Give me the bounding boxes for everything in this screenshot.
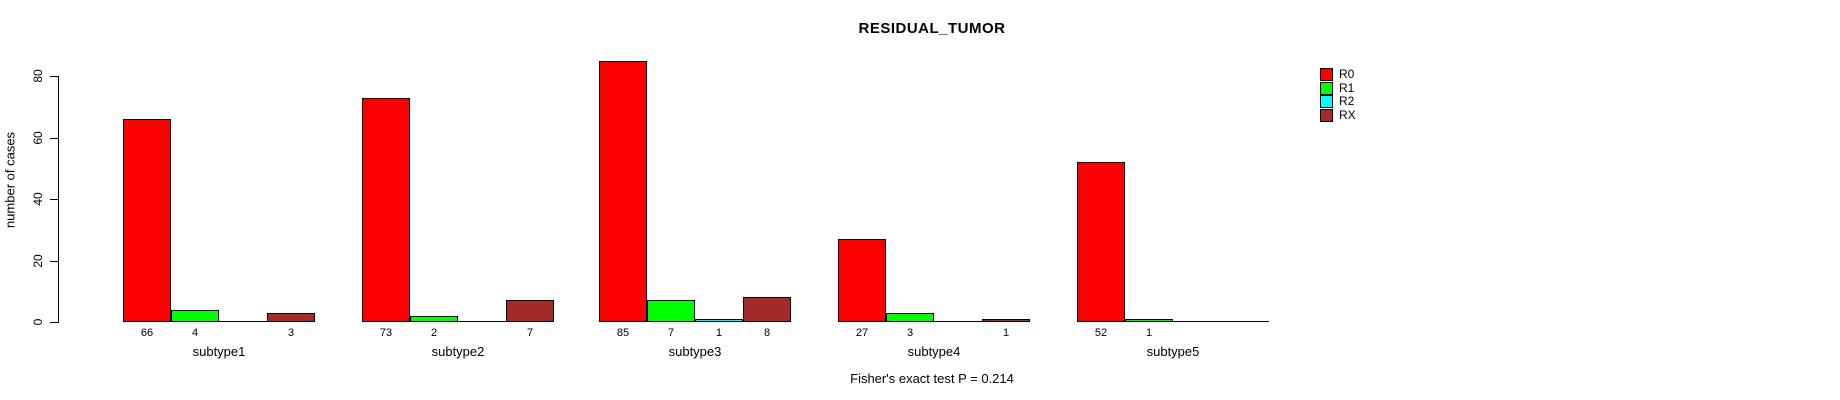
- legend-item-label: RX: [1339, 108, 1356, 123]
- legend-item-RX: RX: [1320, 109, 1356, 123]
- bar-R0-subtype1: [123, 119, 171, 322]
- legend-item-label: R0: [1339, 67, 1355, 82]
- category-label-subtype1: subtype1: [192, 344, 246, 359]
- bar-R1-subtype3: [647, 300, 695, 322]
- bar-RX-subtype2: [506, 300, 554, 322]
- bar-R2-subtype2: [458, 321, 506, 322]
- bar-R1-subtype1: [171, 310, 219, 322]
- bar-value-label: 27: [855, 327, 869, 339]
- bar-R2-subtype4: [934, 321, 982, 322]
- bar-R2-subtype1: [219, 321, 267, 322]
- bar-value-label: 1: [715, 327, 723, 339]
- bar-value-label: 2: [430, 327, 438, 339]
- bar-RX-subtype1: [267, 313, 315, 322]
- bar-RX-subtype5: [1221, 321, 1269, 322]
- bar-value-label: 4: [191, 327, 199, 339]
- legend-swatch-R2: [1320, 95, 1333, 109]
- legend-swatch-RX: [1320, 109, 1333, 123]
- y-tick: [50, 138, 58, 139]
- y-tick-label: 20: [31, 254, 45, 268]
- category-label-subtype5: subtype5: [1146, 344, 1200, 359]
- bar-value-label: 3: [287, 327, 295, 339]
- legend-swatch-R1: [1320, 81, 1333, 95]
- legend-item-R0: R0: [1320, 68, 1356, 82]
- legend: R0 R1 R2 RX: [1320, 68, 1356, 123]
- y-tick-label: 40: [31, 192, 45, 206]
- y-tick-label: 80: [31, 69, 45, 83]
- chart-title: RESIDUAL_TUMOR: [858, 20, 1006, 37]
- bar-value-label: 66: [140, 327, 154, 339]
- legend-item-label: R2: [1339, 94, 1355, 109]
- bar-R0-subtype5: [1077, 162, 1125, 322]
- y-tick: [50, 199, 58, 200]
- y-axis-line: [58, 76, 59, 323]
- category-label-subtype3: subtype3: [668, 344, 722, 359]
- bar-R2-subtype3: [695, 319, 743, 322]
- bar-RX-subtype4: [982, 319, 1030, 322]
- bar-value-label: 7: [526, 327, 534, 339]
- bar-value-label: 3: [906, 327, 914, 339]
- y-axis-label: number of cases: [2, 131, 18, 229]
- bar-value-label: 8: [763, 327, 771, 339]
- fisher-test-annotation: Fisher's exact test P = 0.214: [850, 371, 1014, 386]
- bar-value-label: 1: [1145, 327, 1153, 339]
- y-tick-label: 60: [31, 131, 45, 145]
- bar-R0-subtype3: [599, 61, 647, 322]
- bar-R0-subtype2: [362, 98, 410, 322]
- bar-R1-subtype5: [1125, 319, 1173, 322]
- bar-value-label: 73: [379, 327, 393, 339]
- bar-RX-subtype3: [743, 297, 791, 322]
- bar-R2-subtype5: [1173, 321, 1221, 322]
- y-tick: [50, 261, 58, 262]
- category-label-subtype4: subtype4: [907, 344, 961, 359]
- bar-value-label: 85: [616, 327, 630, 339]
- legend-item-R2: R2: [1320, 95, 1356, 109]
- bar-value-label: 7: [667, 327, 675, 339]
- y-tick: [50, 322, 58, 323]
- bar-R1-subtype2: [410, 316, 458, 322]
- bar-R1-subtype4: [886, 313, 934, 322]
- bar-R0-subtype4: [838, 239, 886, 322]
- y-tick: [50, 76, 58, 77]
- legend-swatch-R0: [1320, 68, 1333, 82]
- bar-value-label: 52: [1094, 327, 1108, 339]
- y-tick-label: 0: [31, 318, 45, 326]
- bar-value-label: 1: [1002, 327, 1010, 339]
- category-label-subtype2: subtype2: [431, 344, 485, 359]
- legend-item-label: R1: [1339, 80, 1355, 95]
- legend-item-R1: R1: [1320, 80, 1356, 96]
